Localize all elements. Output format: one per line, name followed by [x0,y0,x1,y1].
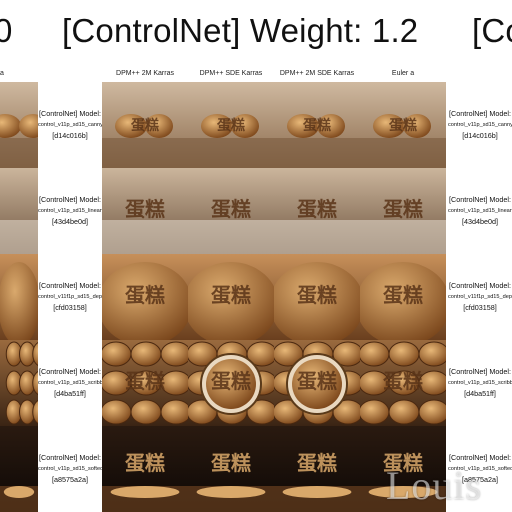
row-label-hash: [d4ba51ff] [54,388,86,398]
image-grid: 蛋糕 蛋糕 蛋糕 蛋糕 [ControlNet] Model: control_v11p_… [0,82,512,512]
row-label-left-5: [ControlNet] Model: control_v11p_sd15_sof… [38,453,102,484]
row-label-model: control_v11p_sd15_softedge [38,466,102,473]
row-label-hash: [a8575a2a] [52,474,88,484]
row-label-left-1: [ControlNet] Model: control_v11p_sd15_can… [38,109,102,140]
image-text-1-4: 蛋糕 [389,117,417,134]
row-label-prefix: [ControlNet] Model: [449,281,511,290]
row-label-prefix: [ControlNet] Model: [449,109,511,118]
row-label-model: control_v11p_sd15_scribble [448,380,512,387]
row-label-model: control_v11p_sd15_lineart [38,208,102,215]
row-label-prefix: [ControlNet] Model: [39,281,101,290]
generated-image-r2-c3: 蛋糕 [274,168,360,254]
generated-image-r1-c3: 蛋糕 [274,82,360,168]
generated-image-r3-c2: 蛋糕 [188,254,274,340]
row-label-hash: [a8575a2a] [462,474,498,484]
generated-image-r4-c0 [0,340,38,426]
generated-image-r4-c2: 蛋糕 [188,340,274,426]
row-label-model: control_v11f1p_sd15_depth [448,294,512,301]
generated-image-r4-c4: 蛋糕 [360,340,446,426]
image-text-5-3: 蛋糕 [297,451,337,475]
row-label-hash: [43d4be0d] [462,216,498,226]
image-text-2-1: 蛋糕 [125,197,165,221]
title-left-partial: 0 [0,12,13,49]
image-text-4-3: 蛋糕 [297,369,337,393]
generated-image-r1-c1: 蛋糕 [102,82,188,168]
row-label-right-1: [ControlNet] Model: control_v11p_sd15_can… [448,109,512,140]
image-text-4-2: 蛋糕 [211,369,251,393]
row-label-left-2: [ControlNet] Model: control_v11p_sd15_lin… [38,195,102,226]
image-text-5-4: 蛋糕 [383,451,423,475]
row-label-prefix: [ControlNet] Model: [39,453,101,462]
row-label-hash: [d14c016b] [462,130,498,140]
generated-image-r3-c0 [0,254,38,340]
generated-image-r1-c0 [0,82,38,168]
image-text-5-1: 蛋糕 [125,451,165,475]
row-label-model: control_v11p_sd15_lineart [448,208,512,215]
row-label-prefix: [ControlNet] Model: [449,453,511,462]
generated-image-r2-c0 [0,168,38,254]
row-label-left-4: [ControlNet] Model: control_v11p_sd15_scr… [38,367,102,398]
row-label-right-4: [ControlNet] Model: control_v11p_sd15_scr… [448,367,512,398]
generated-image-r1-c4: 蛋糕 [360,82,446,168]
row-label-model: control_v11p_sd15_canny [38,122,102,129]
image-text-2-3: 蛋糕 [297,197,337,221]
row-label-right-2: [ControlNet] Model: control_v11p_sd15_lin… [448,195,512,226]
row-label-right-3: [ControlNet] Model: control_v11f1p_sd15_d… [448,281,512,312]
generated-image-r1-c2: 蛋糕 [188,82,274,168]
generated-image-r5-c1: 蛋糕 [102,426,188,512]
column-header-sampler-2: DPM++ SDE Karras [199,70,263,77]
image-text-2-2: 蛋糕 [211,197,251,221]
image-text-1-2: 蛋糕 [217,117,245,134]
generated-image-r2-c4: 蛋糕 [360,168,446,254]
generated-image-r2-c1: 蛋糕 [102,168,188,254]
title-main: [ControlNet] Weight: 1.2 [62,12,419,49]
column-header-left-partial: a [0,70,4,77]
generated-image-r4-c3: 蛋糕 [274,340,360,426]
row-label-hash: [cfd03158] [53,302,87,312]
row-label-prefix: [ControlNet] Model: [449,367,511,376]
image-text-3-2: 蛋糕 [211,283,251,307]
generated-image-r3-c1: 蛋糕 [102,254,188,340]
generated-image-r2-c2: 蛋糕 [188,168,274,254]
image-text-5-2: 蛋糕 [211,451,251,475]
row-label-model: control_v11p_sd15_softedge [448,466,512,473]
generated-image-r5-c0 [0,426,38,512]
image-text-4-1: 蛋糕 [125,369,165,393]
generated-image-r3-c3: 蛋糕 [274,254,360,340]
row-label-hash: [d4ba51ff] [464,388,496,398]
image-text-3-4: 蛋糕 [383,283,423,307]
image-text-4-4: 蛋糕 [383,369,423,393]
row-label-hash: [cfd03158] [463,302,497,312]
row-label-prefix: [ControlNet] Model: [39,367,101,376]
row-label-model: control_v11f1p_sd15_depth [38,294,102,301]
row-label-prefix: [ControlNet] Model: [39,195,101,204]
row-label-prefix: [ControlNet] Model: [449,195,511,204]
column-header-sampler-1: DPM++ 2M Karras [116,70,174,77]
row-label-model: control_v11p_sd15_canny [448,122,512,129]
generated-image-r3-c4: 蛋糕 [360,254,446,340]
watermark-logo: Louis [386,463,483,508]
image-text-1-3: 蛋糕 [303,117,331,134]
column-header-sampler-4: Euler a [391,70,415,77]
generated-image-r4-c1: 蛋糕 [102,340,188,426]
row-label-right-5: [ControlNet] Model: control_v11p_sd15_sof… [448,453,512,484]
generated-image-r5-c2: 蛋糕 [188,426,274,512]
row-label-hash: [d14c016b] [52,130,88,140]
image-text-3-1: 蛋糕 [125,283,165,307]
generated-image-r5-c4: 蛋糕 [360,426,446,512]
image-text-2-4: 蛋糕 [383,197,423,221]
row-label-left-3: [ControlNet] Model: control_v11f1p_sd15_d… [38,281,102,312]
row-label-prefix: [ControlNet] Model: [39,109,101,118]
column-header-sampler-3: DPM++ 2M SDE Karras [279,70,355,77]
title-right-partial: [Co [472,12,512,49]
image-text-1-1: 蛋糕 [131,117,159,134]
generated-image-r5-c3: 蛋糕 [274,426,360,512]
row-label-model: control_v11p_sd15_scribble [38,380,102,387]
image-text-3-3: 蛋糕 [297,283,337,307]
row-label-hash: [43d4be0d] [52,216,88,226]
